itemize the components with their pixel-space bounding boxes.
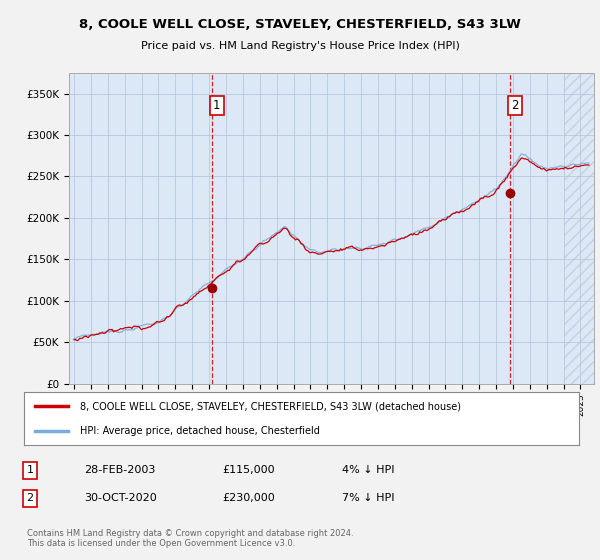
Text: 7% ↓ HPI: 7% ↓ HPI bbox=[342, 493, 395, 503]
Text: HPI: Average price, detached house, Chesterfield: HPI: Average price, detached house, Ches… bbox=[79, 426, 319, 436]
Text: 30-OCT-2020: 30-OCT-2020 bbox=[84, 493, 157, 503]
Text: 28-FEB-2003: 28-FEB-2003 bbox=[84, 465, 155, 475]
Text: 8, COOLE WELL CLOSE, STAVELEY, CHESTERFIELD, S43 3LW: 8, COOLE WELL CLOSE, STAVELEY, CHESTERFI… bbox=[79, 18, 521, 31]
Bar bbox=[563, 73, 598, 384]
Text: Contains HM Land Registry data © Crown copyright and database right 2024.
This d: Contains HM Land Registry data © Crown c… bbox=[27, 529, 353, 548]
Text: 8, COOLE WELL CLOSE, STAVELEY, CHESTERFIELD, S43 3LW (detached house): 8, COOLE WELL CLOSE, STAVELEY, CHESTERFI… bbox=[79, 402, 461, 412]
Text: 1: 1 bbox=[213, 99, 220, 112]
Text: 1: 1 bbox=[26, 465, 34, 475]
Text: 2: 2 bbox=[511, 99, 519, 112]
Text: 2: 2 bbox=[26, 493, 34, 503]
Text: Price paid vs. HM Land Registry's House Price Index (HPI): Price paid vs. HM Land Registry's House … bbox=[140, 41, 460, 51]
Text: 4% ↓ HPI: 4% ↓ HPI bbox=[342, 465, 395, 475]
Text: £115,000: £115,000 bbox=[222, 465, 275, 475]
Text: £230,000: £230,000 bbox=[222, 493, 275, 503]
